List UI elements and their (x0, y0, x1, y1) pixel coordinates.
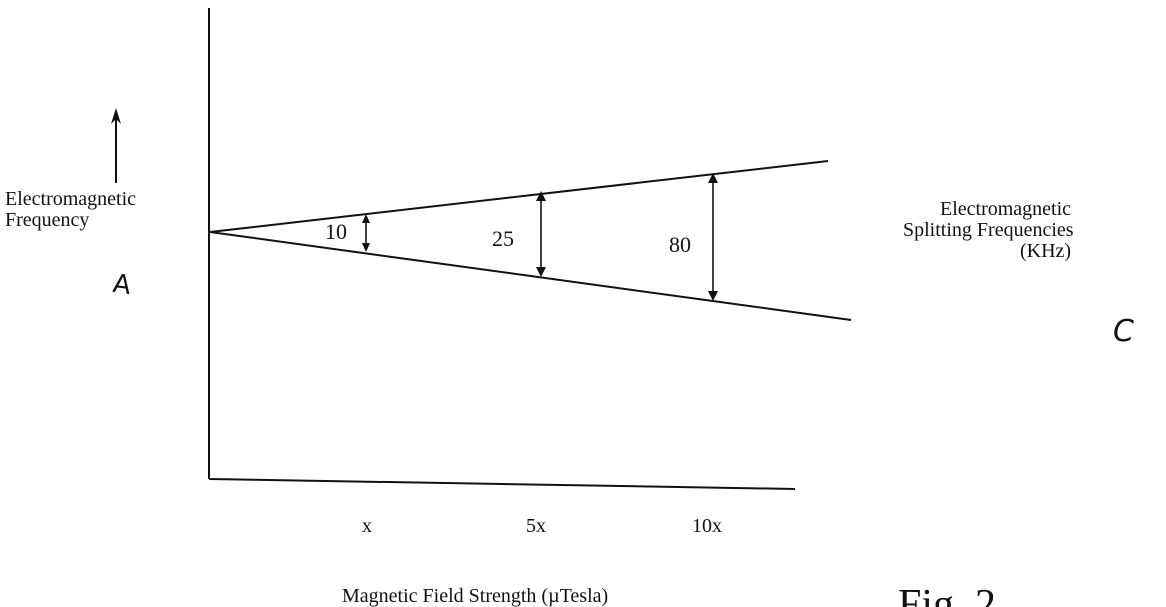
splitting-value-10: 10 (325, 219, 347, 244)
splitting-value-25: 25 (492, 226, 514, 251)
x-tick-label-x: x (362, 515, 372, 537)
splitting-arrow-25 (536, 191, 546, 277)
upper-splitting-line (209, 160, 829, 233)
handwritten-letter-c: C (1113, 314, 1134, 349)
right-label-line1: Electromagnetic (940, 198, 1072, 220)
right-label-line3: (KHz) (1020, 240, 1072, 262)
x-tick-label-10x: 10x (692, 515, 722, 537)
splitting-arrow-80 (708, 173, 718, 301)
lower-splitting-line (209, 231, 852, 321)
x-tick-label-5x: 5x (526, 515, 546, 537)
x-axis-label: Magnetic Field Strength (µTesla) (342, 585, 609, 607)
y-axis-label-line2: Frequency (5, 209, 90, 231)
splitting-arrow-10 (362, 214, 370, 252)
x-axis (208, 478, 796, 490)
y-axis-label-line1: Electromagnetic (5, 188, 137, 210)
figure-label: Fig. 2 (898, 582, 997, 607)
up-arrow-head-icon (111, 108, 121, 124)
right-label-line2: Splitting Frequencies (903, 219, 1074, 241)
splitting-value-80: 80 (669, 232, 691, 257)
